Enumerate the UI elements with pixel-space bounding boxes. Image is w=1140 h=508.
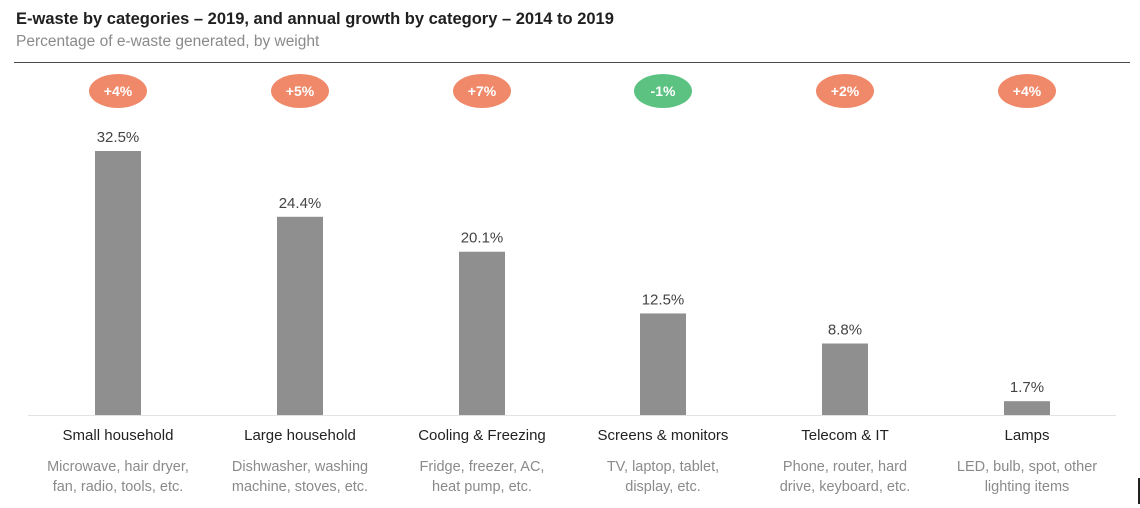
category-label: Lamps [1004,427,1049,444]
value-label: 8.8% [828,322,862,339]
growth-badge [89,74,147,108]
value-label: 20.1% [461,230,504,247]
value-label: 12.5% [642,291,685,308]
value-label: 32.5% [97,129,140,146]
category-description: drive, keyboard, etc. [780,479,911,495]
bar [277,216,323,415]
growth-label: -1% [651,83,676,99]
bar [459,251,505,415]
chart-subtitle: Percentage of e-waste generated, by weig… [16,33,320,50]
growth-badge [453,74,511,108]
value-label: 24.4% [279,195,322,212]
category-description: Fridge, freezer, AC, [420,459,545,475]
category-label: Screens & monitors [598,427,729,444]
bar [95,151,141,415]
growth-label: +4% [1013,83,1042,99]
category-description: fan, radio, tools, etc. [53,479,184,495]
value-label: 1.7% [1010,379,1044,396]
category-description: Phone, router, hard [783,459,907,475]
growth-label: +2% [831,83,860,99]
title-divider [14,62,1130,63]
category-description: display, etc. [625,479,701,495]
bar [1004,401,1050,415]
growth-badge [998,74,1056,108]
category-description: Microwave, hair dryer, [47,459,189,475]
category-description: LED, bulb, spot, other [957,459,1097,475]
category-description: heat pump, etc. [432,479,532,495]
chart-title: E-waste by categories – 2019, and annual… [16,10,614,28]
category-description: TV, laptop, tablet, [607,459,719,475]
growth-badge [816,74,874,108]
edge-mark [1138,478,1140,504]
category-label: Small household [63,427,174,444]
category-description: Dishwasher, washing [232,459,368,475]
growth-label: +7% [468,83,497,99]
category-description: machine, stoves, etc. [232,479,368,495]
bar [640,313,686,415]
growth-badge [271,74,329,108]
bar [822,343,868,415]
category-label: Telecom & IT [801,427,889,444]
category-label: Large household [244,427,356,444]
growth-label: +4% [104,83,133,99]
category-label: Cooling & Freezing [418,427,546,444]
growth-label: +5% [286,83,315,99]
category-description: lighting items [985,479,1070,495]
growth-badge [634,74,692,108]
